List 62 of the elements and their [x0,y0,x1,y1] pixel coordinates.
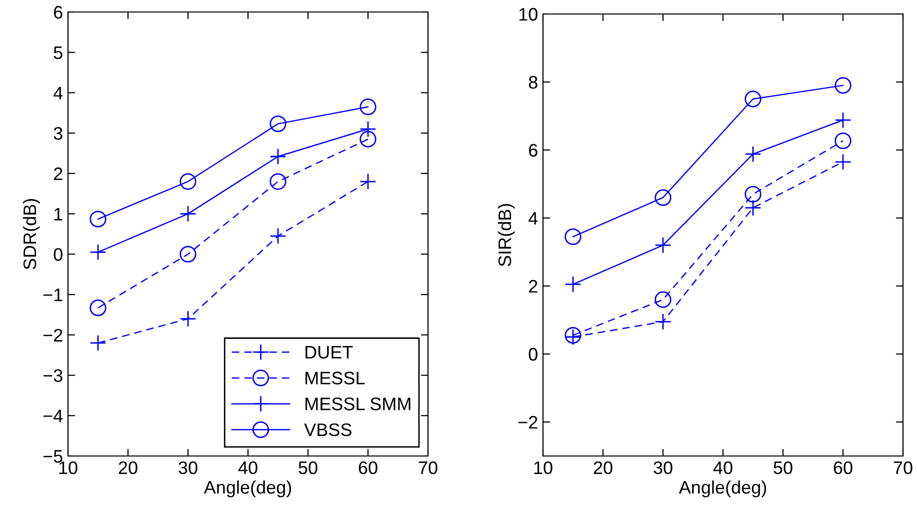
y-tick-label: 6 [529,144,538,157]
x-tick-label: 50 [774,461,792,474]
point [360,98,376,116]
legend-label: DUET [306,346,353,359]
point [90,334,106,352]
x-tick-label: 20 [118,461,138,474]
point [360,130,376,148]
y-tick-label: −5 [43,450,62,463]
point [834,154,852,170]
y-tick-label: −1 [43,288,62,302]
y-tick-label: −2 [518,416,538,429]
point [360,173,376,190]
point [270,115,286,132]
y-tick-label: −2 [43,328,62,342]
y-tick-label: 4 [528,212,538,225]
point [90,300,106,316]
point [654,291,672,308]
y-tick-label: 5 [54,46,62,60]
point [744,90,762,108]
point [270,148,286,165]
y-axis-title: SDR(dB) [22,199,40,270]
x-tick-label: 60 [358,461,378,474]
y-tick-label: 8 [528,76,538,89]
x-axis-title: Angle(deg) [204,480,292,498]
point [834,77,852,94]
point [744,146,762,162]
x-tick-label: 70 [894,461,912,474]
point [180,246,196,263]
x-tick-label: 30 [654,461,672,474]
y-tick-label: 0 [528,348,538,361]
point [270,228,286,244]
x-tick-label: 50 [298,461,318,474]
x-axis-title: Angle(deg) [678,480,766,498]
legend-label: MESSL SMM [306,398,410,410]
point [654,189,672,206]
point [90,210,106,228]
point [834,132,852,150]
point [270,173,286,190]
point [564,228,582,246]
x-tick-label: 40 [713,461,732,474]
legend-label: MESSL [306,372,365,384]
y-tick-label: 4 [54,86,63,100]
y-tick-label: −4 [43,410,63,422]
y-tick-label: 10 [519,8,538,21]
x-tick-label: 60 [834,461,852,474]
x-tick-label: 40 [238,461,258,474]
y-tick-label: 0 [54,248,62,261]
x-tick-label: 70 [418,461,438,474]
point [180,173,196,190]
y-tick-label: 2 [529,280,538,293]
point [744,186,762,203]
y-tick-label: 2 [54,167,62,180]
y-tick-label: 3 [54,127,62,140]
point [834,112,852,128]
y-tick-label: −3 [43,369,62,382]
legend-label: VBSS [304,423,352,436]
y-tick-label: 1 [54,208,62,220]
x-tick-label: 30 [178,461,198,474]
x-tick-label: 20 [594,461,612,474]
y-tick-label: 6 [54,6,62,19]
point [360,120,376,138]
y-axis-title: SIR(dB) [498,204,515,266]
